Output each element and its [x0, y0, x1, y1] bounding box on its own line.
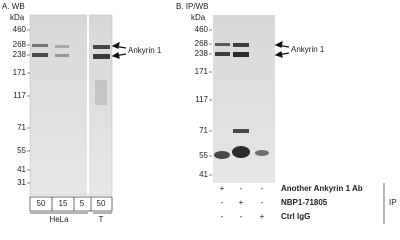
panel-a-title: A. WB [2, 2, 25, 11]
lane-grid-a [29, 196, 113, 214]
sign: + [239, 198, 244, 207]
row-label: Another Ankyrin 1 Ab [281, 184, 363, 193]
sign: + [220, 184, 225, 193]
lane-label: 50 [37, 199, 46, 208]
marker-label: 268 [195, 39, 209, 48]
marker-label: 171 [195, 67, 209, 76]
marker-label: 171 [13, 68, 27, 77]
sign: - [240, 212, 243, 221]
sign: - [261, 184, 264, 193]
group-label: T [99, 215, 104, 224]
panel-b-target: Ankyrin 1 [291, 45, 325, 54]
marker-label: 117 [195, 95, 208, 104]
row-label: NBP1-71805 [281, 198, 328, 207]
lane-label: 50 [97, 199, 106, 208]
panel-b-unit: kDa [191, 13, 206, 22]
row-label: Ctrl IgG [281, 212, 310, 221]
sign: - [221, 198, 224, 207]
marker-label: 238 [195, 49, 209, 58]
marker-label: 238 [13, 50, 27, 59]
marker-label: 55 [17, 146, 26, 155]
group-label: HeLa [49, 215, 69, 224]
bands-a [32, 44, 110, 105]
marker-label: 460 [13, 25, 27, 34]
marker-label: 71 [199, 126, 208, 135]
sign: + [260, 212, 265, 221]
marker-label: 268 [13, 40, 27, 49]
sign: - [240, 184, 243, 193]
panel-a-unit: kDa [10, 13, 25, 22]
marker-label: 55 [199, 151, 208, 160]
sign: - [261, 198, 264, 207]
blot-a-border [29, 14, 113, 196]
figure: A. WB kDa Ankyrin 1 B. IP/WB kDa Ankyrin… [2, 2, 397, 224]
marker-label: 41 [17, 165, 26, 174]
marker-label: 117 [13, 91, 26, 100]
lane-label: 15 [59, 199, 68, 208]
panel-b-title: B. IP/WB [176, 2, 208, 11]
marker-label: 31 [17, 178, 26, 187]
lane-label: 5 [80, 199, 85, 208]
panel-a-target: Ankyrin 1 [128, 46, 162, 55]
marker-label: 71 [17, 123, 26, 132]
sign: - [221, 212, 224, 221]
marker-label: 460 [195, 25, 209, 34]
marker-label: 41 [199, 170, 208, 179]
bands-b [214, 43, 269, 159]
ip-label: IP [389, 198, 397, 207]
arrows [111, 40, 290, 59]
